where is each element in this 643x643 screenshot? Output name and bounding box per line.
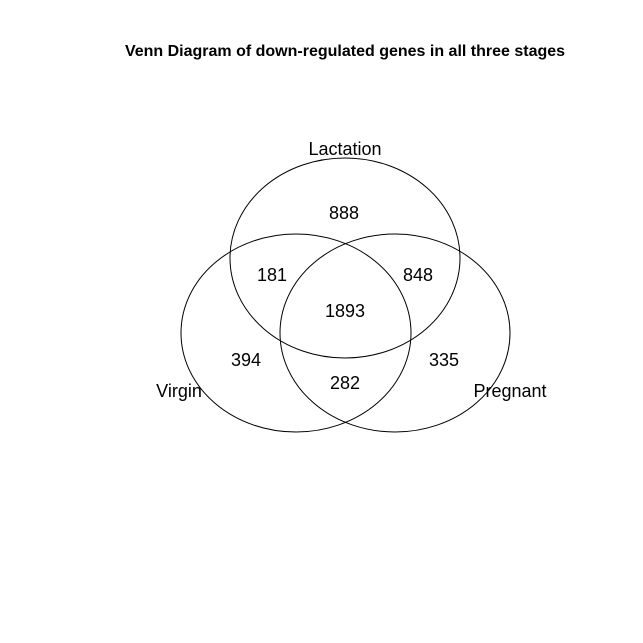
lactation-circle xyxy=(229,157,461,359)
all-three-count: 1893 xyxy=(325,301,365,321)
pregnant-label: Pregnant xyxy=(473,381,546,401)
lactation-only-count: 888 xyxy=(329,203,359,223)
virgin-circle xyxy=(180,233,412,433)
virgin-pregnant-count: 282 xyxy=(330,373,360,393)
diagram-title: Venn Diagram of down-regulated genes in … xyxy=(125,43,565,60)
pregnant-only-count: 335 xyxy=(429,350,459,370)
virgin-lactation-count: 181 xyxy=(257,265,287,285)
lactation-pregnant-count: 848 xyxy=(403,265,433,285)
lactation-label: Lactation xyxy=(308,139,381,159)
pregnant-circle xyxy=(279,233,511,433)
virgin-only-count: 394 xyxy=(231,350,261,370)
virgin-label: Virgin xyxy=(156,381,202,401)
